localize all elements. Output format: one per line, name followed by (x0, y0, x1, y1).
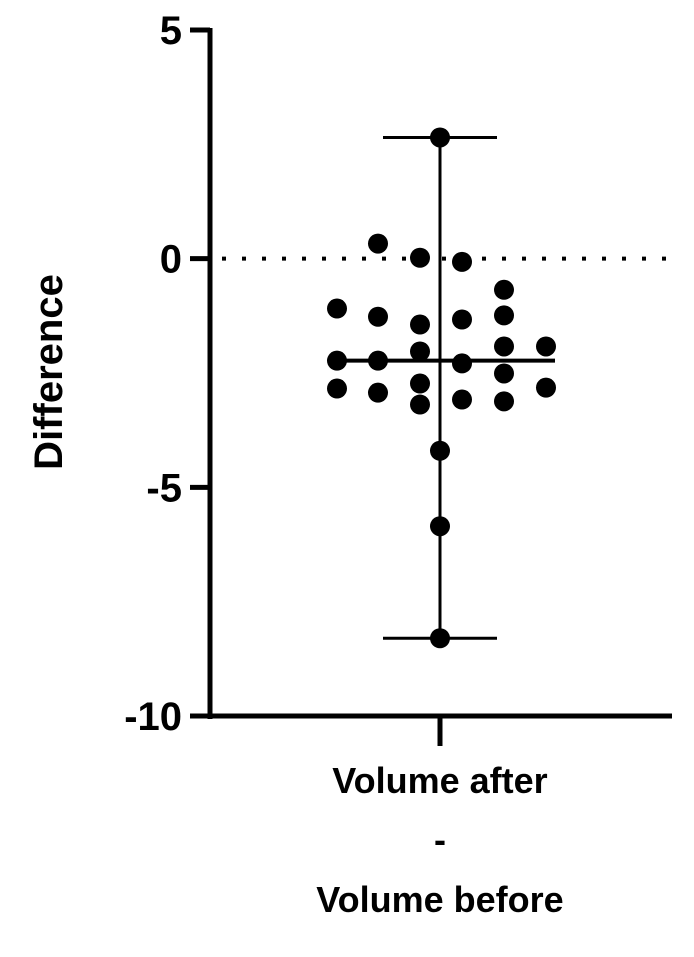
data-point (327, 298, 347, 319)
x-tick-label-line-3: Volume before (316, 879, 563, 920)
data-point (368, 233, 388, 254)
data-point (452, 251, 472, 272)
data-point (494, 279, 514, 300)
data-point (368, 306, 388, 327)
data-point (410, 394, 430, 415)
data-point (430, 440, 450, 461)
data-point (327, 378, 347, 399)
x-tick-label-line-2: - (434, 819, 446, 860)
data-point (536, 336, 556, 357)
data-point (368, 382, 388, 403)
data-point (410, 373, 430, 394)
x-tick-label-line-1: Volume after (332, 760, 547, 801)
data-point (494, 363, 514, 384)
y-tick-label: 5 (160, 9, 182, 53)
data-point (536, 377, 556, 398)
data-point (494, 391, 514, 412)
y-axis-label: Difference (27, 274, 71, 470)
axes: 5 0 -5 -10 (124, 9, 672, 746)
data-marks (327, 127, 556, 649)
data-point (368, 350, 388, 371)
data-point (452, 353, 472, 374)
data-point (410, 314, 430, 335)
y-tick-label: -5 (146, 466, 182, 510)
data-point (430, 127, 450, 148)
y-tick-label: -10 (124, 695, 182, 739)
data-point (430, 516, 450, 537)
data-point (494, 305, 514, 326)
data-point (452, 309, 472, 330)
data-point (494, 336, 514, 357)
data-point (327, 350, 347, 371)
data-point (410, 341, 430, 362)
data-point (410, 247, 430, 268)
data-point (430, 628, 450, 649)
y-tick-label: 0 (160, 238, 182, 282)
data-point (452, 389, 472, 410)
